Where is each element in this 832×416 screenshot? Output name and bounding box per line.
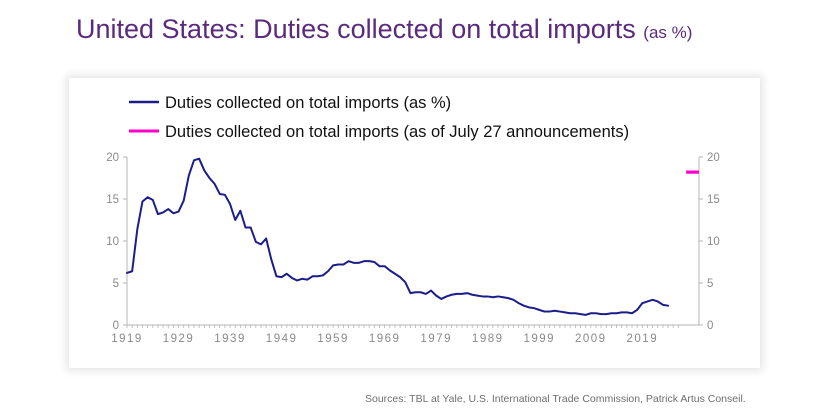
y-tick-label: 0	[113, 320, 119, 332]
x-tick-label: 1919	[111, 333, 143, 345]
x-tick-label: 2009	[575, 333, 607, 345]
y2-tick-label: 20	[707, 152, 720, 164]
page-title-main: United States: Duties collected on total…	[76, 14, 636, 44]
y-tick-label: 5	[113, 278, 119, 290]
legend: Duties collected on total imports (as %)…	[129, 94, 629, 141]
series-layer	[126, 157, 699, 316]
axes: 0 5 10 15 20 0 5 10 15 20 1919 1929 1939 1949 1959 1969…	[106, 152, 720, 345]
chart: Duties collected on total imports (as %)…	[106, 94, 720, 345]
x-tick-label: 1979	[420, 333, 452, 345]
y-tick-label: 15	[106, 194, 119, 206]
x-tick-label: 1959	[317, 333, 349, 345]
y2-tick-label: 15	[707, 194, 720, 206]
source-note: Sources: TBL at Yale, U.S. International…	[365, 393, 746, 405]
chart-card: Duties collected on total imports (as %)…	[69, 78, 760, 368]
x-tick-label: 1929	[163, 333, 195, 345]
legend-label-2: Duties collected on total imports (as of…	[165, 123, 629, 141]
page-title: United States: Duties collected on total…	[76, 14, 692, 45]
series-line-duties	[126, 157, 670, 316]
y-tick-label: 10	[106, 236, 119, 248]
y2-tick-label: 0	[707, 320, 713, 332]
page-title-suffix: (as %)	[643, 23, 693, 42]
x-tick-label: 1989	[472, 333, 504, 345]
y2-tick-label: 10	[707, 236, 720, 248]
x-tick-label: 2019	[627, 333, 659, 345]
x-tick-label: 1939	[214, 333, 246, 345]
x-tick-label: 1969	[369, 333, 401, 345]
x-tick-label: 1999	[523, 333, 555, 345]
legend-label-1: Duties collected on total imports (as %)	[165, 94, 451, 112]
x-tick-label: 1949	[266, 333, 298, 345]
y2-tick-label: 5	[707, 278, 713, 290]
y-tick-label: 20	[106, 152, 119, 164]
